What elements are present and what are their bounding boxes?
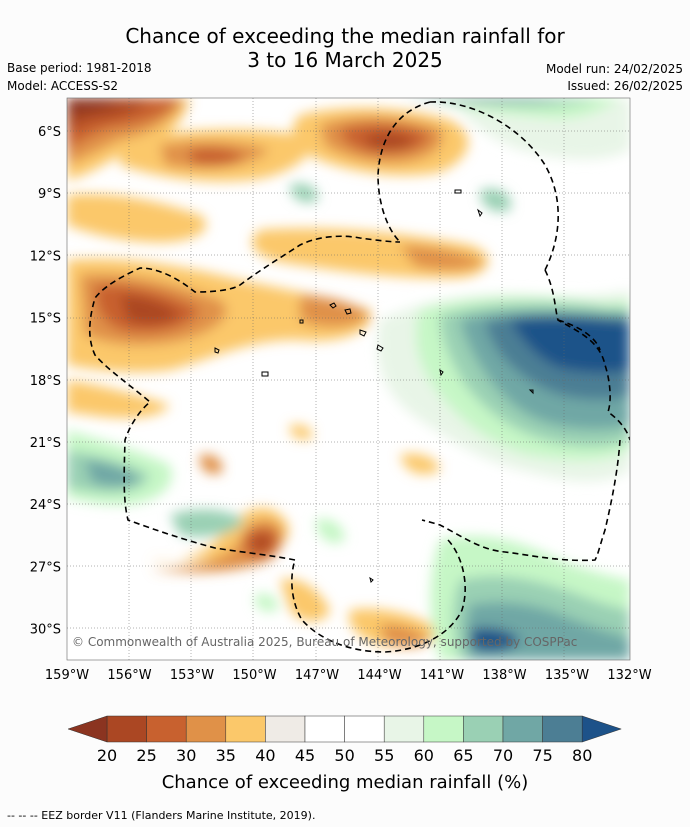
- colorbar-tick-label: 35: [216, 746, 236, 765]
- colorbar-label: Chance of exceeding median rainfall (%): [162, 772, 529, 793]
- colorbar-swatch: [383, 715, 425, 743]
- longitude-label: 156°W: [107, 668, 151, 683]
- longitude-labels: 159°W 156°W 153°W 150°W 147°W 144°W 141°W 138°W…: [45, 668, 652, 683]
- colorbar-tick-label: 45: [295, 746, 315, 765]
- colorbar-tick-label: 20: [97, 746, 117, 765]
- colorbar-swatch: [542, 715, 583, 743]
- colorbar-high-extension: [581, 715, 622, 743]
- colorbar-tick-label: 55: [374, 746, 394, 765]
- colorbar-tick-label: 70: [493, 746, 513, 765]
- colorbar-swatch: [423, 715, 464, 743]
- latitude-label: 30°S: [30, 623, 61, 638]
- map-title-line1: Chance of exceeding the median rainfall …: [125, 24, 565, 48]
- eez-footnote: -- -- -- EEZ border V11 (Flanders Marine…: [7, 809, 316, 822]
- longitude-label: 153°W: [170, 668, 214, 683]
- longitude-label: 159°W: [45, 668, 89, 683]
- longitude-label: 141°W: [420, 668, 464, 683]
- longitude-label: 144°W: [357, 668, 401, 683]
- colorbar: 20 25 30 35 40 45 50 55 60 65 70 75 80: [67, 715, 622, 765]
- colorbar-tick-label: 30: [176, 746, 196, 765]
- latitude-label: 21°S: [30, 436, 61, 451]
- colorbar-swatch: [106, 715, 147, 743]
- longitude-label: 132°W: [607, 668, 651, 683]
- longitude-label: 138°W: [482, 668, 526, 683]
- colorbar-tick-label: 25: [136, 746, 156, 765]
- colorbar-tick-label: 80: [572, 746, 592, 765]
- colorbar-tick-label: 60: [414, 746, 434, 765]
- graticule: [67, 98, 630, 660]
- colorbar-swatch: [146, 715, 187, 743]
- latitude-label: 18°S: [30, 374, 61, 389]
- latitude-label: 27°S: [30, 560, 61, 575]
- longitude-label: 135°W: [545, 668, 589, 683]
- colorbar-swatch: [502, 715, 543, 743]
- colorbar-swatch: [344, 715, 385, 743]
- base-period-text: Base period: 1981-2018: [7, 61, 152, 75]
- latitude-label: 12°S: [30, 249, 61, 264]
- islands: [214, 189, 534, 583]
- latitude-labels: 6°S 9°S 12°S 15°S 18°S 21°S 24°S 27°S 30°S: [30, 125, 61, 638]
- colorbar-tick-label: 65: [453, 746, 473, 765]
- latitude-label: 9°S: [38, 187, 61, 202]
- colorbar-swatch: [265, 715, 306, 743]
- longitude-label: 147°W: [295, 668, 339, 683]
- colorbar-low-extension: [67, 715, 108, 743]
- latitude-label: 24°S: [30, 498, 61, 513]
- latitude-label: 6°S: [38, 125, 61, 140]
- copyright-text: © Commonwealth of Australia 2025, Bureau…: [72, 635, 577, 649]
- colorbar-tick-label: 50: [334, 746, 354, 765]
- colorbar-swatch: [304, 715, 345, 743]
- map-field: [67, 98, 630, 660]
- colorbar-tick-label: 75: [532, 746, 552, 765]
- colorbar-tick-label: 40: [255, 746, 275, 765]
- model-text: Model: ACCESS-S2: [7, 79, 119, 93]
- eez-borders: [88, 101, 630, 653]
- map-title-line2: 3 to 16 March 2025: [247, 48, 443, 72]
- latitude-label: 15°S: [30, 312, 61, 327]
- colorbar-swatch: [225, 715, 266, 743]
- issued-text: Issued: 26/02/2025: [567, 79, 683, 93]
- colorbar-swatch: [463, 715, 504, 743]
- colorbar-swatch: [185, 715, 227, 743]
- longitude-label: 150°W: [232, 668, 276, 683]
- model-run-text: Model run: 24/02/2025: [545, 62, 683, 76]
